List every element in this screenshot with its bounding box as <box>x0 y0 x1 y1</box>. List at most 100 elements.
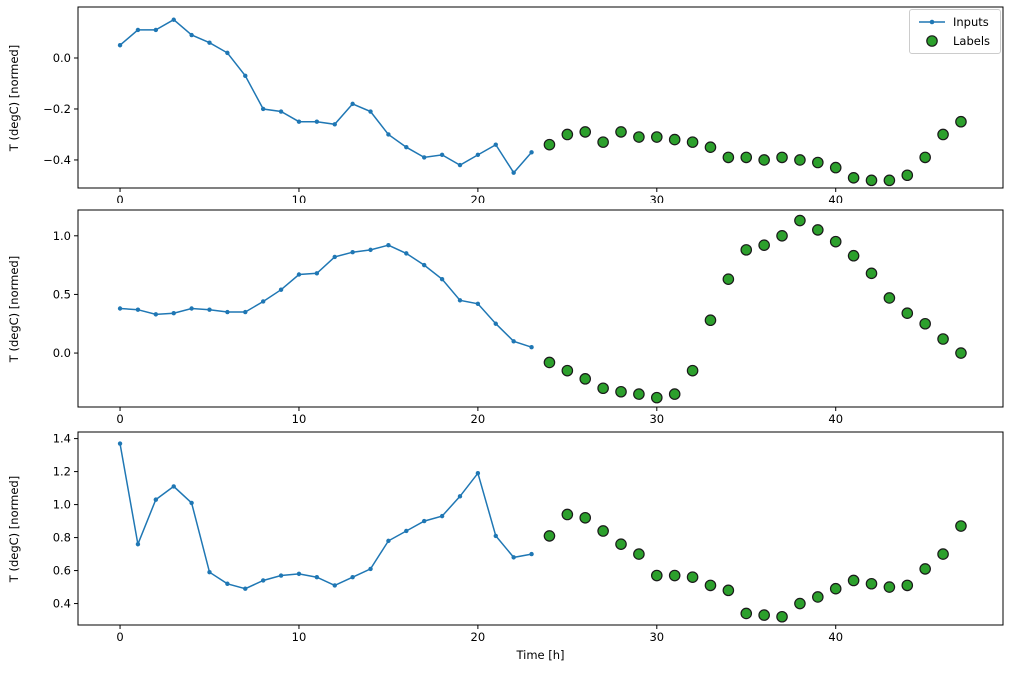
labels-point <box>597 525 609 537</box>
axes-frame <box>77 431 1004 626</box>
inputs-point <box>207 570 212 575</box>
labels-point <box>955 347 967 359</box>
subplot-top: T (degC) [normed] 0 10 20 30 40 0.0 −0.2 −0.4 I… <box>0 0 1012 203</box>
labels-point <box>901 579 914 592</box>
inputs-point <box>386 538 391 544</box>
labels-point <box>829 582 842 595</box>
inputs-point <box>422 155 427 160</box>
inputs-point <box>296 272 302 277</box>
inputs-point <box>475 471 481 476</box>
y-tick-label: 0.0 <box>53 346 71 360</box>
labels-point <box>668 133 681 146</box>
x-tick-label: 20 <box>471 193 486 203</box>
legend-item-inputs: Inputs <box>918 15 990 29</box>
labels-point <box>597 382 609 395</box>
labels-point <box>615 538 627 550</box>
y-axis-label-middle: T (degC) [normed] <box>7 255 21 363</box>
inputs-point <box>439 152 445 158</box>
inputs-point <box>278 287 284 292</box>
inputs-point <box>260 578 266 583</box>
inputs-point <box>457 162 463 168</box>
labels-point <box>704 141 717 154</box>
plot-area-top: 0 10 20 30 40 0.0 −0.2 −0.4 <box>43 6 1004 203</box>
inputs-line-dot-icon <box>918 19 945 25</box>
inputs-point <box>368 566 373 572</box>
inputs-point <box>475 152 481 158</box>
labels-point <box>633 388 645 400</box>
labels-point <box>740 607 753 620</box>
inputs-point <box>493 142 498 147</box>
x-tick-label: 40 <box>828 630 843 643</box>
labels-point <box>650 391 663 404</box>
legend-label-inputs: Inputs <box>952 15 989 29</box>
labels-point <box>722 584 735 597</box>
labels-point <box>776 610 788 623</box>
inputs-point <box>529 551 534 557</box>
x-tick-label: 10 <box>292 193 307 203</box>
y-tick-label: 0.6 <box>53 564 71 578</box>
inputs-point <box>332 583 337 588</box>
labels-point <box>847 172 860 184</box>
inputs-point <box>117 441 123 446</box>
labels-point <box>937 128 949 141</box>
plot-area-bottom: 0 10 20 30 40 0.4 0.6 0.8 1.0 1.2 1.4 <box>53 431 1004 643</box>
inputs-point <box>296 119 302 124</box>
x-tick-label: 40 <box>828 193 843 203</box>
inputs-point <box>493 533 498 539</box>
x-tick-label: 0 <box>116 630 123 643</box>
inputs-point <box>260 299 266 304</box>
labels-point <box>561 508 574 521</box>
x-tick-label: 0 <box>116 412 123 424</box>
labels-point <box>865 267 878 280</box>
inputs-point <box>260 106 266 112</box>
inputs-point <box>207 40 212 45</box>
labels-point <box>829 161 842 174</box>
labels-point <box>686 136 699 148</box>
labels-point <box>579 373 592 385</box>
labels-point <box>812 156 824 169</box>
labels-point <box>650 131 663 143</box>
inputs-point <box>350 250 355 255</box>
labels-point <box>901 307 914 319</box>
labels-point <box>543 138 556 151</box>
inputs-line <box>119 443 532 590</box>
axes-frame <box>77 6 1004 189</box>
labels-point <box>758 239 770 251</box>
labels-point <box>919 151 931 164</box>
inputs-point <box>225 581 230 586</box>
labels-point <box>758 609 770 621</box>
inputs-point <box>457 298 463 303</box>
inputs-point <box>386 132 391 137</box>
inputs-point <box>153 27 159 33</box>
inputs-point <box>135 307 141 312</box>
labels-point <box>794 154 806 166</box>
labels-point <box>847 574 860 587</box>
x-tick-label: 40 <box>828 412 843 424</box>
inputs-point <box>243 73 248 79</box>
inputs-point <box>404 145 409 150</box>
labels-point <box>776 229 788 242</box>
inputs-point <box>529 150 534 155</box>
inputs-point <box>207 307 212 312</box>
inputs-point <box>225 309 230 315</box>
x-axis-label: Time [h] <box>516 648 565 662</box>
inputs-point <box>135 27 141 33</box>
subplot-bottom: T (degC) [normed] 0 10 20 30 40 0.4 0.6 0.8 1.0 1… <box>0 424 1012 643</box>
inputs-point <box>243 309 248 315</box>
labels-point <box>883 292 896 304</box>
labels-point <box>561 364 574 377</box>
legend-item-labels: Labels <box>918 34 990 48</box>
inputs-point <box>368 109 373 114</box>
labels-point <box>865 174 878 187</box>
inputs-point <box>171 17 176 22</box>
labels-point <box>955 520 967 532</box>
labels-point <box>543 530 556 542</box>
axes-frame <box>77 209 1004 408</box>
inputs-point <box>117 306 123 311</box>
inputs-point <box>225 50 230 56</box>
y-tick-label: 1.0 <box>53 498 71 512</box>
labels-point <box>937 548 949 560</box>
inputs-point <box>511 555 516 560</box>
inputs-point <box>422 262 427 268</box>
